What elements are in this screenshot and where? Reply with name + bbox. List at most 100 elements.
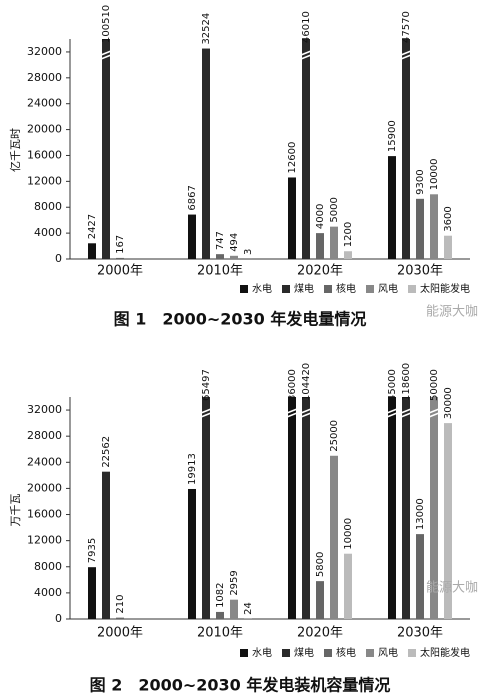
value-label: 10000: [429, 158, 440, 190]
bar: [402, 39, 410, 259]
bar: [302, 39, 310, 259]
bar: [202, 48, 210, 260]
value-label: 13000: [415, 498, 426, 530]
legend-label: 核电: [336, 646, 356, 659]
y-tick-label: 24000: [27, 455, 62, 468]
value-label: 3: [243, 249, 254, 255]
bar-group: [88, 39, 124, 259]
bar: [230, 599, 238, 619]
break-mark: [428, 408, 440, 418]
bar: [330, 226, 338, 259]
value-label: 3600: [443, 206, 454, 231]
bar: [116, 257, 124, 259]
value-label: 19913: [187, 453, 198, 485]
chart-title: 图 1 2000~2030 年发电量情况: [114, 310, 367, 329]
y-tick-label: 8000: [34, 560, 62, 573]
value-label: 2427: [87, 214, 98, 239]
y-tick-label: 16000: [27, 508, 62, 521]
value-label: 1200: [343, 222, 354, 247]
y-axis-label: 亿千瓦时: [9, 128, 22, 172]
bar-group: [288, 39, 352, 259]
value-label: 50000: [429, 369, 440, 401]
legend-label: 水电: [252, 646, 272, 659]
value-label: 25000: [329, 420, 340, 452]
break-mark: [300, 50, 312, 60]
bar-group: [88, 471, 124, 619]
bar: [188, 214, 196, 259]
bar: [302, 397, 310, 619]
legend-label: 煤电: [294, 646, 314, 659]
bar: [316, 233, 324, 259]
value-label: 36000: [287, 369, 298, 401]
legend-swatch: [408, 649, 416, 657]
break-mark: [200, 408, 212, 418]
legend-label: 太阳能发电: [420, 646, 470, 659]
y-tick-label: 32000: [27, 45, 62, 58]
value-label: 167: [115, 235, 126, 254]
y-tick-label: 20000: [27, 481, 62, 494]
legend-label: 核电: [336, 282, 356, 295]
value-label: 24: [243, 602, 254, 615]
value-label: 65497: [201, 369, 212, 401]
break-mark: [100, 50, 112, 60]
bar: [388, 156, 396, 259]
y-tick-label: 12000: [27, 534, 62, 547]
bar: [344, 553, 352, 619]
bar: [230, 255, 238, 259]
y-tick-label: 24000: [27, 97, 62, 110]
value-label: 47570: [401, 11, 412, 43]
y-tick-label: 32000: [27, 403, 62, 416]
legend-label: 风电: [378, 282, 398, 295]
bar: [288, 177, 296, 259]
legend-swatch: [324, 649, 332, 657]
value-label: 210: [115, 595, 126, 614]
y-tick-label: 20000: [27, 123, 62, 136]
x-tick-label: 2000年: [97, 264, 143, 279]
legend-swatch: [282, 649, 290, 657]
bar: [188, 488, 196, 619]
break-mark: [300, 408, 312, 418]
bar-group: [388, 39, 452, 259]
y-tick-label: 12000: [27, 174, 62, 187]
legend-swatch: [282, 285, 290, 293]
watermark: 能源大咖: [426, 305, 478, 320]
legend-label: 风电: [378, 646, 398, 659]
bar: [444, 423, 452, 619]
value-label: 118600: [401, 363, 412, 401]
y-tick-label: 16000: [27, 148, 62, 161]
bar-group: [188, 397, 252, 619]
bar: [430, 397, 438, 619]
break-mark: [400, 50, 412, 60]
bar: [444, 235, 452, 259]
bar: [102, 471, 110, 619]
x-tick-label: 2030年: [397, 626, 443, 641]
bar: [416, 198, 424, 259]
y-tick-label: 4000: [34, 226, 62, 239]
legend-swatch: [408, 285, 416, 293]
legend-swatch: [324, 285, 332, 293]
x-tick-label: 2030年: [397, 264, 443, 279]
bar: [344, 251, 352, 259]
y-tick-label: 28000: [27, 429, 62, 442]
y-tick-label: 4000: [34, 586, 62, 599]
legend-swatch: [366, 649, 374, 657]
x-tick-label: 2020年: [297, 264, 343, 279]
value-label: 32524: [201, 13, 212, 45]
bar: [388, 397, 396, 619]
bar: [202, 397, 210, 619]
legend-swatch: [366, 285, 374, 293]
bar: [88, 567, 96, 619]
bar: [288, 397, 296, 619]
value-label: 2959: [229, 570, 240, 595]
watermark: 能源大咖: [426, 581, 478, 596]
bar: [102, 39, 110, 259]
bar: [316, 581, 324, 619]
y-tick-label: 0: [55, 612, 62, 625]
legend-swatch: [240, 285, 248, 293]
bar-group: [388, 397, 452, 620]
bar: [416, 534, 424, 619]
bar-group: [288, 397, 352, 619]
chart-title: 图 2 2000~2030 年发电装机容量情况: [90, 676, 391, 695]
value-label: 1082: [215, 582, 226, 607]
